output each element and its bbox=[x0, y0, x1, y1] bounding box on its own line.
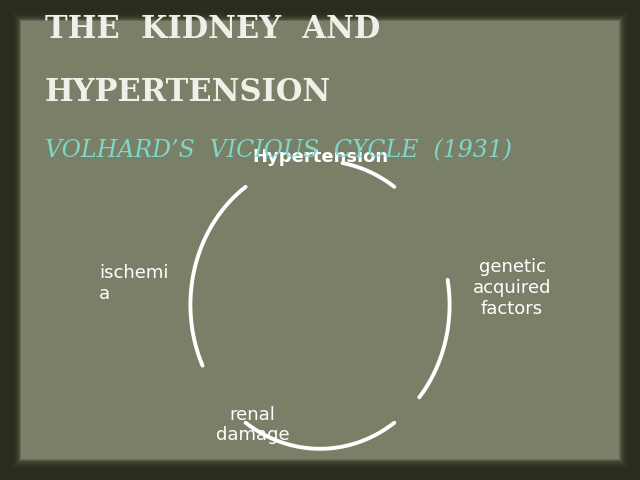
Text: renal
damage: renal damage bbox=[216, 406, 290, 444]
Text: genetic
acquired
factors: genetic acquired factors bbox=[473, 258, 551, 318]
Text: ischemi
a: ischemi a bbox=[99, 264, 169, 302]
Text: Hypertension: Hypertension bbox=[252, 147, 388, 166]
Text: VOLHARD’S  VICIOUS  CYCLE  (1931): VOLHARD’S VICIOUS CYCLE (1931) bbox=[45, 139, 512, 162]
Text: THE  KIDNEY  AND: THE KIDNEY AND bbox=[45, 14, 380, 46]
Text: HYPERTENSION: HYPERTENSION bbox=[45, 77, 331, 108]
